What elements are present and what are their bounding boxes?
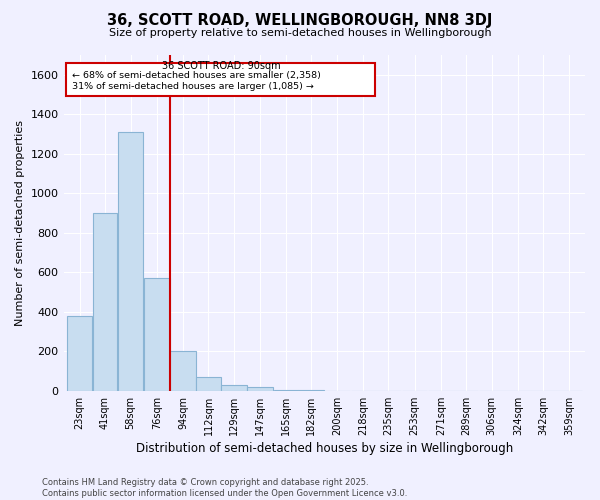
- Text: 36, SCOTT ROAD, WELLINGBOROUGH, NN8 3DJ: 36, SCOTT ROAD, WELLINGBOROUGH, NN8 3DJ: [107, 12, 493, 28]
- Text: ← 68% of semi-detached houses are smaller (2,358): ← 68% of semi-detached houses are smalle…: [72, 70, 321, 80]
- Bar: [67, 63, 375, 96]
- Bar: [144, 278, 170, 391]
- Bar: [247, 387, 273, 391]
- X-axis label: Distribution of semi-detached houses by size in Wellingborough: Distribution of semi-detached houses by …: [136, 442, 513, 455]
- Bar: [67, 316, 92, 391]
- Bar: [118, 132, 143, 391]
- Text: Size of property relative to semi-detached houses in Wellingborough: Size of property relative to semi-detach…: [109, 28, 491, 38]
- Bar: [93, 213, 117, 391]
- Bar: [274, 390, 298, 391]
- Text: Contains HM Land Registry data © Crown copyright and database right 2025.
Contai: Contains HM Land Registry data © Crown c…: [42, 478, 407, 498]
- Bar: [221, 385, 247, 391]
- Bar: [196, 377, 221, 391]
- Text: 36 SCOTT ROAD: 90sqm: 36 SCOTT ROAD: 90sqm: [161, 62, 280, 72]
- Y-axis label: Number of semi-detached properties: Number of semi-detached properties: [15, 120, 25, 326]
- Text: 31% of semi-detached houses are larger (1,085) →: 31% of semi-detached houses are larger (…: [72, 82, 314, 91]
- Bar: [170, 352, 196, 391]
